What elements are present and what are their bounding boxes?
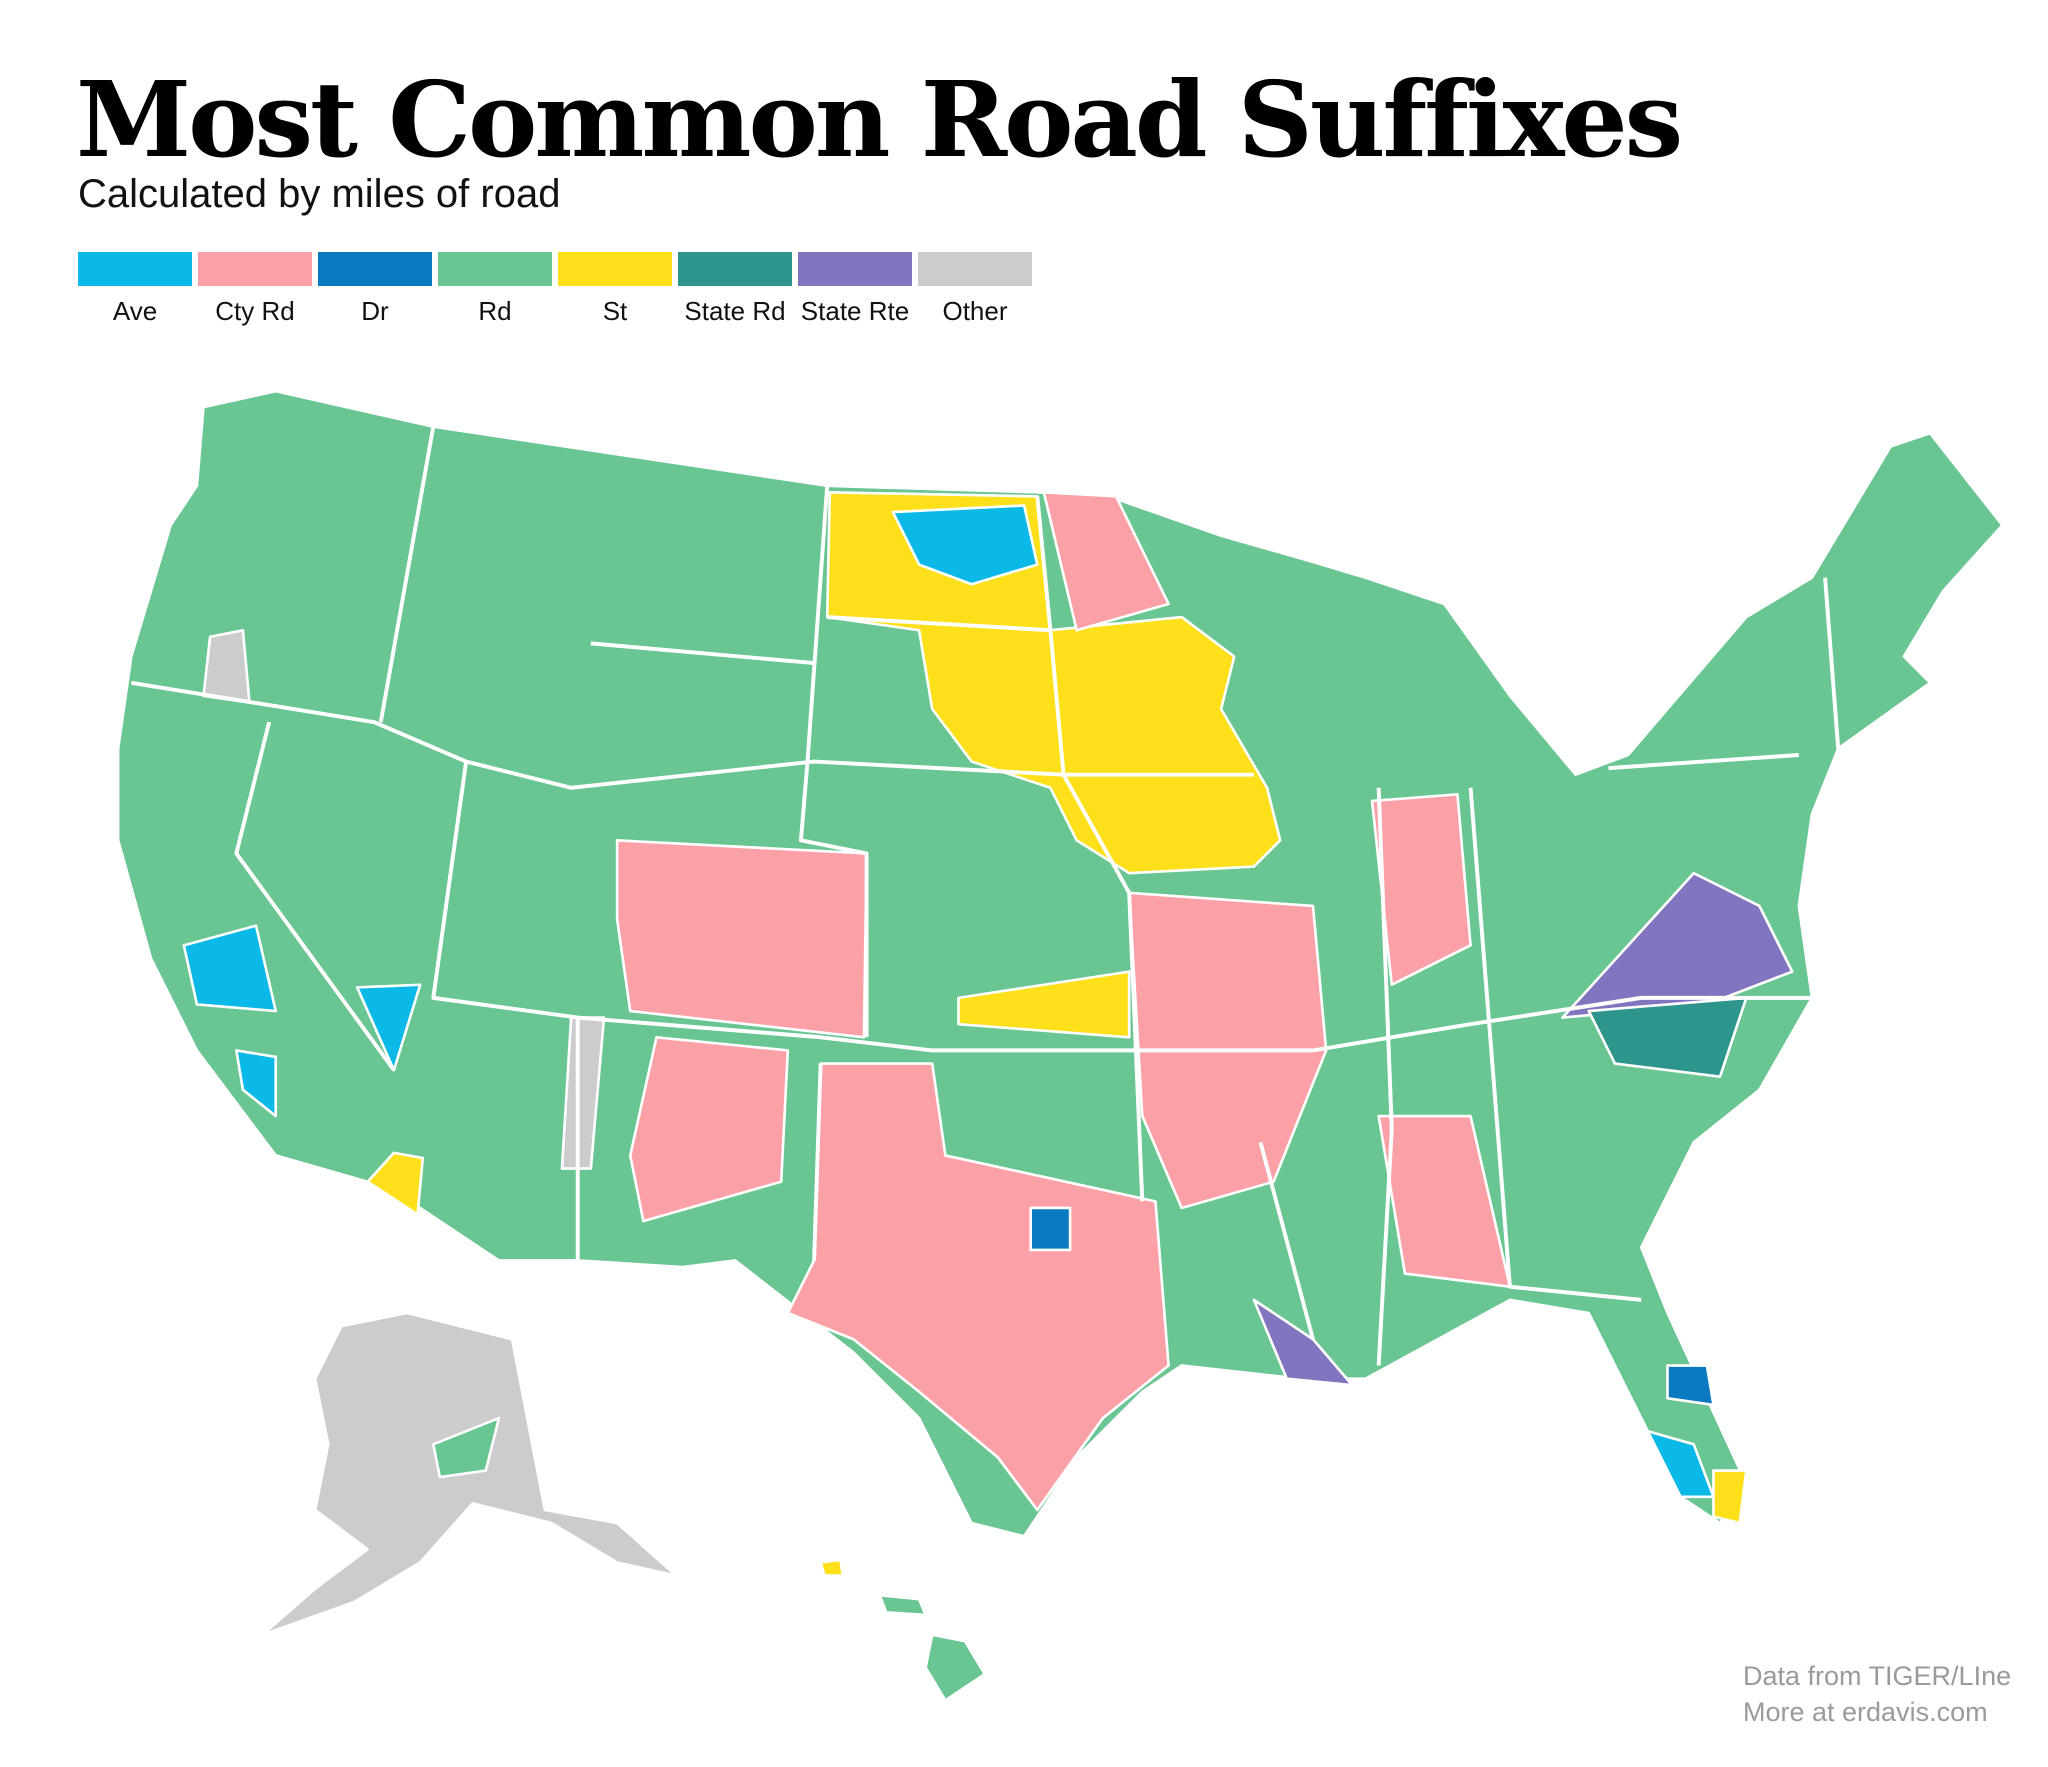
- legend-label: State Rte: [800, 296, 910, 326]
- dr-region-texas: [1029, 1206, 1072, 1252]
- legend-swatch: [78, 252, 192, 286]
- legend-swatch: [438, 252, 552, 286]
- state-rd-region-nc: [1587, 996, 1748, 1078]
- legend-swatch: [558, 252, 672, 286]
- st-region-florida: [1712, 1469, 1748, 1525]
- legend: Ave Cty Rd Dr Rd St State Rd State Rte O…: [78, 252, 1032, 327]
- st-region-arizona: [366, 1151, 425, 1216]
- cty-rd-region-ne-mn: [1042, 491, 1170, 632]
- legend-label: Cty Rd: [215, 296, 295, 326]
- legend-label: State Rd: [684, 296, 786, 326]
- dr-region-florida: [1666, 1364, 1715, 1407]
- legend-swatch: [678, 252, 792, 286]
- alaska-green-patch: [431, 1416, 501, 1479]
- legend-label: Dr: [361, 296, 389, 326]
- legend-item: Other: [918, 252, 1032, 327]
- legend-item: Rd: [438, 252, 552, 327]
- legend-label: Other: [942, 296, 1008, 326]
- page-title: Most Common Road Suffixes: [76, 58, 1683, 181]
- ave-region-california: [182, 924, 278, 1013]
- data-source-note: Data from TIGER/LIne: [1743, 1661, 2012, 1691]
- hawaii-oahu: [819, 1558, 845, 1577]
- legend-swatch: [918, 252, 1032, 286]
- legend-swatch: [798, 252, 912, 286]
- legend-label: Ave: [112, 296, 158, 326]
- legend-label: Rd: [478, 296, 512, 326]
- legend-item: Dr: [318, 252, 432, 327]
- subtitle: Calculated by miles of road: [78, 172, 561, 216]
- legend-item: State Rd: [678, 252, 792, 327]
- st-region-kansas: [957, 970, 1131, 1039]
- legend-swatch: [198, 252, 312, 286]
- legend-swatch: [318, 252, 432, 286]
- legend-item: State Rte: [798, 252, 912, 327]
- legend-item: Ave: [78, 252, 192, 327]
- other-region-oregon: [202, 628, 251, 704]
- ave-region-nevada-tip: [355, 983, 422, 1072]
- cty-rd-region-texas: [786, 1062, 1170, 1512]
- cty-rd-region-nm: [628, 1035, 790, 1223]
- legend-label: St: [602, 296, 628, 326]
- state-borders: [130, 426, 1841, 1366]
- credits: Data from TIGER/LIne More at erdavis.com: [1743, 1658, 2011, 1730]
- legend-item: St: [558, 252, 672, 327]
- hawaii-big-island: [924, 1633, 987, 1702]
- cty-rd-region-colorado: [615, 839, 868, 1039]
- hawaii-maui: [878, 1593, 927, 1617]
- ave-region-socal: [235, 1049, 278, 1118]
- state-rte-region-louisiana: [1252, 1298, 1354, 1387]
- website-note: More at erdavis.com: [1743, 1697, 1988, 1727]
- legend-item: Cty Rd: [198, 252, 312, 327]
- ave-region-nd: [891, 504, 1039, 586]
